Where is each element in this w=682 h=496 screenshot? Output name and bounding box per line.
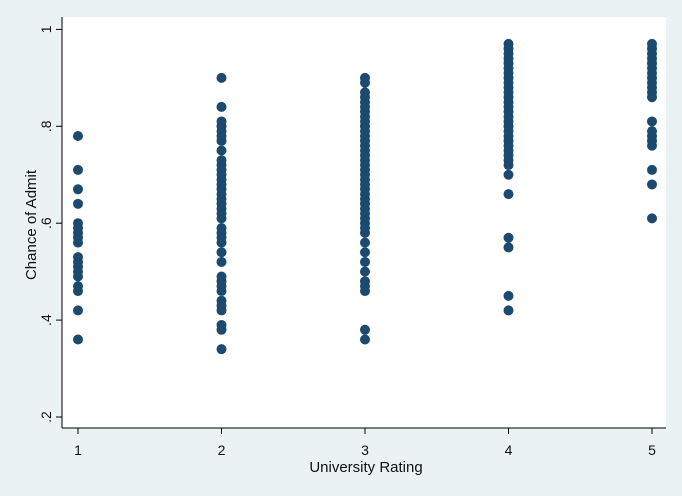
data-point [503,242,514,253]
data-point [216,319,227,330]
y-axis-ticks: .2 .4 .6 .8 1 [38,25,62,423]
data-point [503,38,514,49]
data-point [216,101,227,112]
y-tick-label: .2 [38,411,54,423]
data-point [216,256,227,267]
x-axis-title: University Rating [309,459,422,476]
data-point [360,334,370,345]
data-point [73,252,83,263]
x-tick-label: 1 [74,442,82,458]
data-point [216,155,227,166]
data-point [360,72,370,83]
data-point [647,126,657,137]
data-point [73,218,83,229]
data-point [216,295,227,306]
data-point [360,237,370,248]
data-point [73,130,83,141]
data-point [73,198,83,209]
data-point [647,179,657,190]
data-point [216,145,227,156]
data-point [360,324,370,335]
y-tick-label: .6 [38,217,54,229]
data-point [360,247,370,258]
data-point [360,256,370,267]
data-point [73,305,83,316]
y-tick-label: .8 [38,120,54,132]
data-point [360,266,370,277]
data-point [73,164,83,175]
data-point [216,116,227,127]
data-point [360,276,370,287]
data-point [503,189,514,200]
data-point [216,271,227,282]
data-point [503,290,514,301]
data-points [73,38,657,355]
y-tick-label: .4 [38,314,54,326]
data-point [503,305,514,316]
data-point [73,281,83,292]
data-point [216,72,227,83]
data-point [647,116,657,127]
data-point [647,213,657,224]
data-point [503,169,514,180]
data-point [647,38,657,49]
data-point [647,164,657,175]
x-axis-ticks: 1 2 3 4 5 [74,428,656,458]
x-tick-label: 5 [648,442,656,458]
x-tick-label: 4 [505,442,513,458]
y-tick-label: 1 [38,25,54,33]
x-tick-label: 2 [218,442,226,458]
y-axis-title: Chance of Admit [23,169,40,280]
data-point [503,232,514,243]
data-point [216,223,227,234]
data-point [216,247,227,258]
data-point [360,87,370,98]
data-point [73,184,83,195]
x-tick-label: 3 [361,442,369,458]
data-point [73,334,83,345]
data-point [216,344,227,355]
